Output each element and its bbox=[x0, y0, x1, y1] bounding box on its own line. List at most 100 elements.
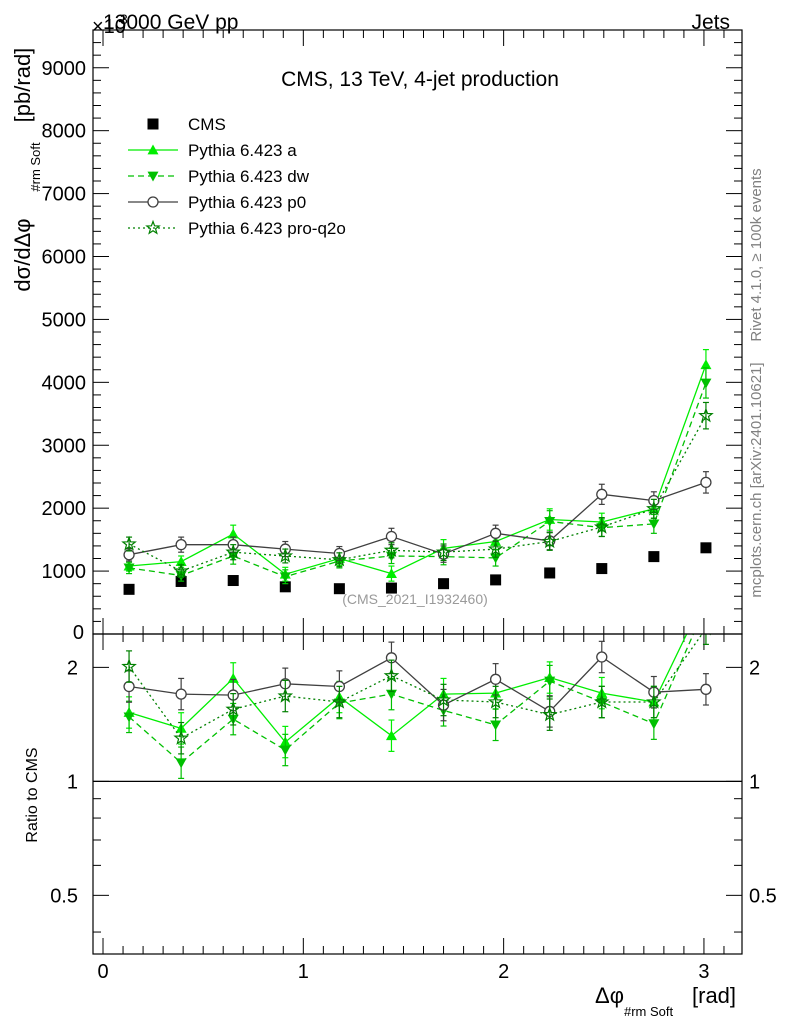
ratio-point bbox=[648, 719, 660, 730]
ratio-point bbox=[490, 720, 502, 731]
ratio-y-tick-label: 1 bbox=[67, 771, 78, 793]
ratio-point bbox=[646, 693, 662, 709]
y-tick-label: 3000 bbox=[42, 435, 87, 457]
data-point bbox=[698, 407, 714, 423]
data-point bbox=[279, 581, 291, 593]
data-point bbox=[648, 519, 660, 530]
ratio-y-tick-label-right: 2 bbox=[749, 657, 760, 679]
chart-title: CMS, 13 TeV, 4-jet production bbox=[281, 68, 559, 91]
ratio-point bbox=[596, 651, 608, 663]
legend-marker bbox=[147, 171, 159, 182]
ratio-point bbox=[700, 601, 711, 611]
series-pythia-6-423-dw bbox=[123, 367, 712, 585]
ratio-y-tick-label: 2 bbox=[67, 657, 78, 679]
x-tick-label: 2 bbox=[498, 961, 509, 983]
legend: CMS Pythia 6.423 a Pythia 6.423 dw Pythia 6… bbox=[128, 115, 346, 238]
data-point bbox=[700, 378, 712, 389]
x-label-sub: #rm Soft bbox=[624, 1004, 674, 1019]
rivet-label: Rivet 4.1.0, ≥ 100k events bbox=[748, 168, 765, 341]
data-point bbox=[333, 583, 345, 595]
y-tick-label-zero: 0 bbox=[73, 622, 84, 644]
legend-label: Pythia 6.423 a bbox=[188, 141, 297, 160]
legend-label: Pythia 6.423 dw bbox=[188, 167, 310, 186]
data-point bbox=[227, 575, 239, 587]
series-pythia-6-423-a bbox=[123, 349, 712, 582]
main-ticks bbox=[93, 29, 742, 635]
data-point bbox=[225, 543, 242, 559]
ratio-point bbox=[435, 691, 452, 707]
ratio-point bbox=[175, 758, 187, 769]
data-point bbox=[490, 553, 502, 564]
ratio-point bbox=[331, 693, 348, 709]
data-point bbox=[700, 359, 712, 370]
data-point bbox=[438, 578, 450, 590]
x-label-unit: [rad] bbox=[692, 983, 736, 1008]
mcplots-label: mcplots.cern.ch [arXiv:2401.10621] bbox=[748, 362, 765, 597]
ratio-point bbox=[385, 689, 397, 700]
x-tick-label: 1 bbox=[298, 961, 309, 983]
data-point bbox=[596, 563, 608, 575]
data-point bbox=[648, 551, 660, 563]
data-point bbox=[123, 583, 135, 595]
ratio-line bbox=[128, 634, 703, 740]
ratio-line bbox=[128, 634, 695, 764]
data-point bbox=[544, 516, 556, 527]
legend-marker bbox=[147, 118, 159, 130]
data-point bbox=[385, 582, 397, 594]
energy-label: 13000 GeV pp bbox=[103, 11, 238, 34]
series-line bbox=[129, 364, 707, 575]
y-tick-label: 9000 bbox=[42, 58, 87, 80]
jets-label: Jets bbox=[691, 11, 730, 34]
data-point bbox=[544, 567, 556, 579]
legend-item: CMS bbox=[147, 115, 226, 134]
ratio-point bbox=[123, 712, 135, 723]
legend-marker bbox=[145, 219, 161, 235]
legend-label: CMS bbox=[188, 115, 226, 134]
legend-marker bbox=[147, 196, 159, 208]
data-point bbox=[175, 539, 187, 551]
legend-item: Pythia 6.423 p0 bbox=[128, 193, 306, 212]
data-point bbox=[490, 574, 502, 586]
y-tick-label: 4000 bbox=[42, 372, 87, 394]
ratio-point bbox=[385, 730, 397, 741]
data-point bbox=[175, 556, 187, 567]
y-label-main: dσ/dΔφ bbox=[10, 218, 35, 291]
ratio-point bbox=[173, 729, 189, 745]
series-line bbox=[128, 481, 707, 556]
y-tick-label: 5000 bbox=[42, 309, 87, 331]
ratio-point bbox=[277, 687, 294, 703]
y-tick-label: 7000 bbox=[42, 184, 87, 206]
x-tick-labels: 0 1 2 3 bbox=[97, 961, 709, 983]
ratio-point bbox=[279, 745, 291, 756]
y-tick-label: 1000 bbox=[42, 561, 87, 583]
legend-item: Pythia 6.423 dw bbox=[128, 167, 310, 186]
ratio-y-tick-label: 0.5 bbox=[50, 885, 78, 907]
legend-item: Pythia 6.423 pro-q2o bbox=[128, 219, 346, 238]
main-series bbox=[121, 349, 714, 595]
data-point bbox=[541, 533, 558, 549]
data-point bbox=[489, 527, 502, 539]
data-point bbox=[596, 488, 608, 500]
x-label-main: Δφ bbox=[595, 983, 624, 1008]
data-point bbox=[646, 500, 662, 516]
exponent-power: 3 bbox=[120, 11, 128, 27]
ratio-point bbox=[225, 701, 242, 716]
y-tick-label: 2000 bbox=[42, 498, 87, 520]
ratio-ticks bbox=[93, 634, 742, 954]
ratio-point bbox=[121, 658, 137, 674]
data-point bbox=[593, 518, 610, 534]
data-point bbox=[385, 568, 397, 578]
y-tick-label: 6000 bbox=[42, 247, 87, 269]
ratio-point bbox=[489, 673, 502, 685]
ratio-series-pythia-6-423-dw bbox=[123, 601, 711, 779]
data-point bbox=[383, 542, 400, 557]
ratio-series-pythia-6-423-pro-q2o bbox=[121, 634, 711, 755]
ratio-line bbox=[129, 656, 706, 713]
ratio-point bbox=[487, 693, 504, 709]
analysis-watermark: (CMS_2021_I1932460) bbox=[342, 591, 488, 607]
legend-item: Pythia 6.423 a bbox=[128, 141, 297, 160]
legend-label: Pythia 6.423 p0 bbox=[188, 193, 306, 212]
ratio-y-tick-label-right: 0.5 bbox=[749, 885, 777, 907]
ratio-point bbox=[700, 589, 711, 599]
x-tick-label: 3 bbox=[698, 961, 709, 983]
